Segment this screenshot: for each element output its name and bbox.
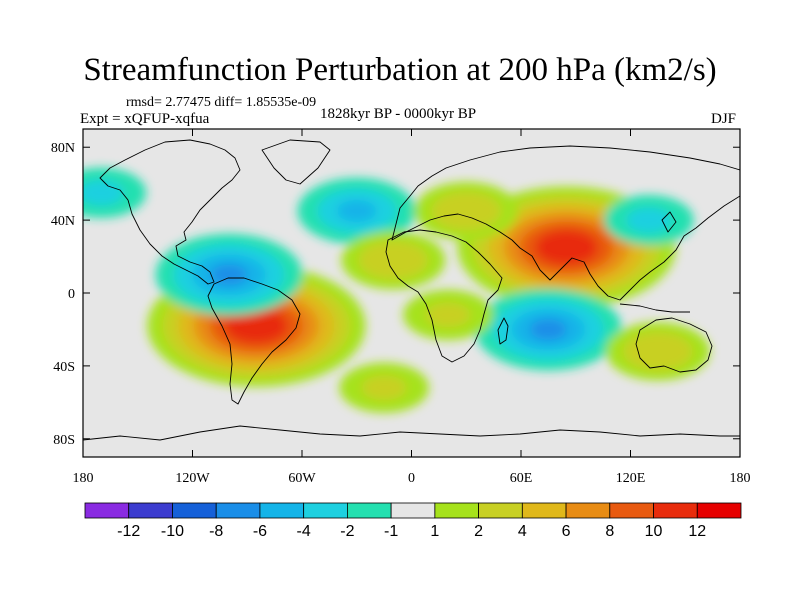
anomaly-11	[403, 289, 493, 340]
period-label: 1828kyr BP - 0000kyr BP	[320, 106, 477, 122]
colorbar-label: 8	[605, 523, 614, 540]
anomaly-7	[605, 322, 710, 381]
colorbar-swatch	[128, 502, 173, 519]
lat-tick-label: 80S	[53, 433, 75, 448]
colorbar-label: -2	[340, 523, 354, 540]
colorbar-label: 4	[518, 523, 527, 540]
coast-greenland	[261, 139, 331, 185]
lon-tick-label: 0	[408, 471, 415, 486]
colorbar-swatch	[84, 502, 130, 519]
contour-band	[337, 200, 377, 222]
colorbar-swatch	[172, 502, 217, 519]
colorbar-label: -4	[297, 523, 311, 540]
colorbar-label: 1	[430, 523, 439, 540]
colorbar-swatch	[653, 502, 698, 519]
contour-band	[83, 180, 124, 206]
colorbar-swatch	[346, 502, 392, 519]
colorbar-label: -10	[161, 523, 184, 540]
coast-africa	[385, 229, 503, 363]
coast-europe-asia	[391, 145, 740, 301]
colorbar: -12 -10 -8 -6 -4 -2 -1 1 2 4 6 8 10 12	[84, 502, 742, 540]
colorbar-swatch	[696, 502, 742, 519]
coast-antarctica	[83, 425, 740, 441]
lat-tick-label: 40S	[53, 360, 75, 375]
colorbar-label: -12	[117, 523, 140, 540]
lon-tick-label: 180	[730, 471, 751, 486]
coast-australia	[635, 317, 713, 373]
lat-tick-label: 0	[68, 287, 75, 302]
anomaly-2	[155, 233, 303, 316]
coast-japan	[661, 211, 677, 233]
colorbar-swatch	[478, 502, 523, 519]
lon-tick-label: 120W	[175, 471, 210, 486]
colorbar-swatch	[609, 502, 654, 519]
colorbar-label: -8	[209, 523, 223, 540]
lat-tick-label: 80N	[51, 141, 75, 156]
anomaly-3	[474, 288, 622, 371]
coast-indonesia	[619, 303, 690, 313]
anomaly-6	[341, 231, 446, 290]
colorbar-label: -6	[253, 523, 267, 540]
chart-title: Streamfunction Perturbation at 200 hPa (…	[83, 52, 717, 88]
contour-band	[425, 302, 471, 328]
stats-text: rmsd= 2.77475 diff= 1.85535e-09	[126, 95, 317, 110]
anomaly-8	[339, 362, 430, 413]
coast-madagascar	[497, 317, 509, 345]
contour-fill-layer	[83, 167, 710, 413]
contour-band	[529, 319, 567, 340]
anomaly-9	[603, 195, 694, 246]
colorbar-swatch	[259, 502, 305, 519]
contour-band	[626, 207, 672, 233]
lat-tick-label: 40N	[51, 214, 75, 229]
contour-band	[210, 264, 248, 286]
lon-tick-label: 180	[73, 471, 94, 486]
lon-tick-label: 60W	[288, 471, 316, 486]
latitude-axis: 80N 40N 0 40S 80S	[51, 141, 740, 448]
colorbar-label: 2	[474, 523, 483, 540]
experiment-label: Expt = xQFUP-xqfua	[80, 111, 210, 127]
colorbar-swatch	[434, 502, 479, 519]
contour-band	[448, 201, 484, 221]
coastlines	[83, 139, 740, 441]
anomaly-4	[297, 177, 416, 245]
anomaly-5	[414, 181, 519, 241]
colorbar-swatch	[215, 502, 261, 519]
anomaly-10	[83, 167, 147, 218]
lon-tick-label: 120E	[616, 471, 646, 486]
colorbar-label: 10	[645, 523, 663, 540]
colorbar-swatch	[565, 502, 611, 519]
season-label: DJF	[711, 111, 737, 127]
coast-north-america	[99, 139, 241, 285]
longitude-axis: 180 120W 60W 0 60E 120E 180	[73, 129, 751, 486]
colorbar-swatch	[390, 502, 436, 519]
contour-band	[361, 375, 407, 401]
colorbar-label: 6	[562, 523, 571, 540]
coast-south-america	[207, 277, 301, 405]
lon-tick-label: 60E	[510, 471, 533, 486]
colorbar-swatch	[521, 502, 567, 519]
contour-band	[240, 317, 272, 335]
colorbar-label: -1	[384, 523, 398, 540]
colorbar-label: 12	[688, 523, 706, 540]
contour-band	[640, 341, 676, 362]
colorbar-swatch	[303, 502, 348, 519]
contour-band	[375, 250, 411, 270]
contour-band	[551, 238, 583, 257]
